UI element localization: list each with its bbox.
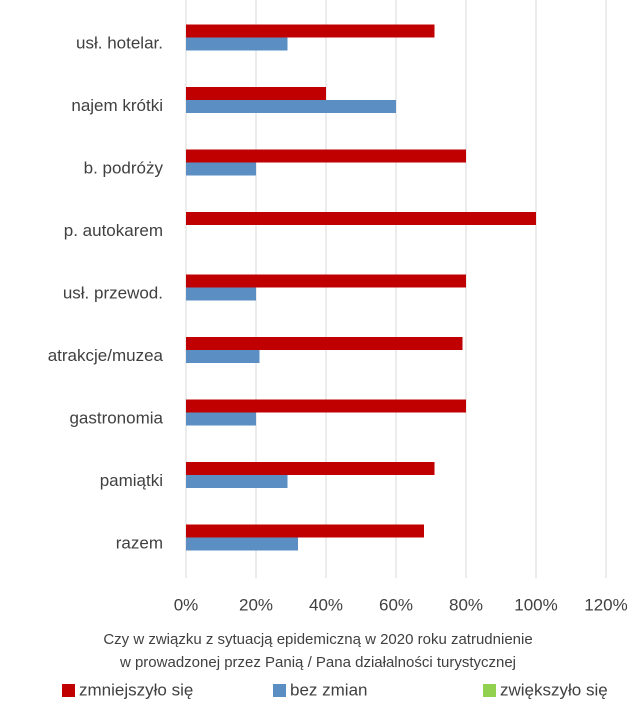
bar: [186, 24, 435, 38]
y-tick-label: gastronomia: [69, 408, 163, 427]
y-tick-label: p. autokarem: [64, 221, 163, 240]
bar: [186, 149, 466, 163]
y-tick-label: b. podróży: [84, 158, 164, 177]
legend-label: zmniejszyło się: [79, 680, 193, 699]
x-tick-label: 20%: [239, 595, 273, 614]
x-tick-label: 60%: [379, 595, 413, 614]
x-axis-label: w prowadzonej przez Panią / Pana działal…: [119, 654, 516, 671]
bar: [186, 287, 256, 301]
bar: [186, 162, 256, 176]
bar: [186, 475, 288, 488]
x-axis-label: Czy w związku z sytuacją epidemiczną w 2…: [103, 631, 532, 648]
x-tick-label: 0%: [174, 595, 199, 614]
bar: [186, 274, 466, 288]
legend-swatch: [273, 684, 286, 697]
x-tick-label: 100%: [514, 595, 557, 614]
y-tick-label: atrakcje/muzea: [48, 346, 164, 365]
x-tick-label: 120%: [584, 595, 627, 614]
bar: [186, 100, 396, 113]
y-tick-label: najem krótki: [71, 96, 163, 115]
bar: [186, 212, 536, 225]
bar: [186, 524, 424, 538]
bar: [186, 399, 466, 413]
legend-label: bez zmian: [290, 680, 367, 699]
legend-swatch: [62, 684, 75, 697]
x-tick-label: 80%: [449, 595, 483, 614]
bar: [186, 87, 326, 100]
bar: [186, 350, 260, 363]
y-tick-label: usł. hotelar.: [76, 33, 163, 52]
bar: [186, 462, 435, 475]
y-tick-label: pamiątki: [100, 471, 163, 490]
bar: [186, 37, 288, 51]
legend-label: zwiększyło się: [500, 680, 608, 699]
bar: [186, 537, 298, 551]
y-tick-label: razem: [116, 533, 163, 552]
bar: [186, 337, 463, 350]
legend-swatch: [483, 684, 496, 697]
x-tick-label: 40%: [309, 595, 343, 614]
y-tick-label: usł. przewod.: [63, 283, 163, 302]
bar: [186, 412, 256, 426]
